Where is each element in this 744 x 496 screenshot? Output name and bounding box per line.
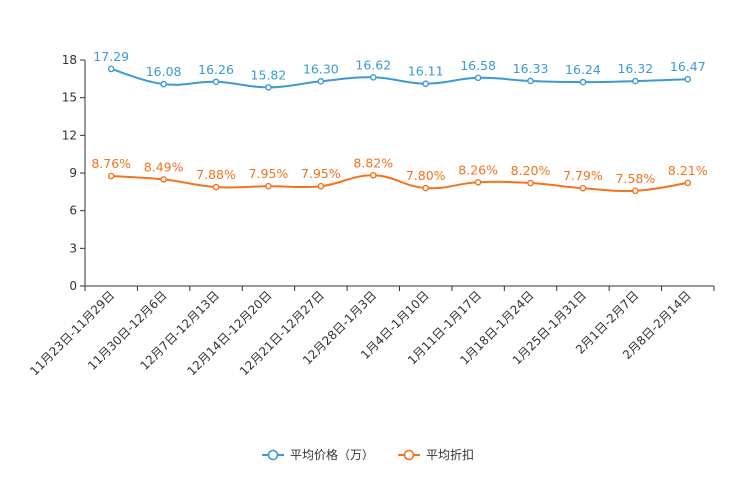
data-label: 7.88% bbox=[196, 167, 236, 182]
data-label: 7.95% bbox=[249, 166, 289, 181]
data-label: 8.20% bbox=[511, 163, 551, 178]
data-label: 17.29 bbox=[93, 49, 129, 64]
data-point[interactable] bbox=[107, 172, 115, 180]
chart-legend[interactable]: 平均价格（万） 平均折扣 bbox=[262, 447, 474, 462]
data-label: 16.11 bbox=[408, 64, 444, 79]
data-point[interactable] bbox=[265, 84, 272, 91]
data-point[interactable] bbox=[579, 78, 587, 86]
y-tick-label: 12 bbox=[62, 128, 77, 142]
y-tick-label: 0 bbox=[69, 279, 77, 293]
data-point[interactable] bbox=[369, 171, 377, 179]
data-point[interactable] bbox=[474, 178, 482, 186]
x-tick-label: 11月23日-11月29日 bbox=[27, 288, 117, 378]
data-label: 16.30 bbox=[303, 61, 339, 76]
series-average-price: 17.29 16.08 16.26 15.82 16.30 16.62 16.11 16.58… bbox=[93, 49, 706, 91]
legend-label: 平均价格（万） bbox=[290, 447, 374, 462]
data-point[interactable] bbox=[527, 179, 534, 187]
data-label: 16.58 bbox=[460, 58, 496, 73]
data-point[interactable] bbox=[579, 184, 587, 192]
data-point[interactable] bbox=[527, 77, 534, 85]
data-point[interactable] bbox=[212, 78, 220, 86]
data-point[interactable] bbox=[684, 179, 692, 187]
x-axis-ticks: 11月23日-11月29日11月30日-12月6日12月7日-12月13日12月… bbox=[27, 288, 694, 378]
legend-item-average-price[interactable]: 平均价格（万） bbox=[262, 447, 374, 462]
data-label: 16.08 bbox=[146, 64, 182, 79]
data-label: 15.82 bbox=[251, 67, 287, 82]
data-point[interactable] bbox=[160, 176, 167, 183]
series-line bbox=[111, 174, 688, 193]
data-label: 7.79% bbox=[563, 168, 603, 183]
data-label: 16.32 bbox=[617, 61, 653, 76]
y-tick-label: 18 bbox=[62, 53, 77, 67]
legend-item-average-discount[interactable]: 平均折扣 bbox=[398, 447, 474, 462]
data-label: 7.58% bbox=[616, 171, 656, 186]
data-label: 16.47 bbox=[670, 59, 706, 74]
data-point[interactable] bbox=[422, 184, 430, 192]
y-tick-label: 15 bbox=[62, 91, 77, 105]
data-label: 16.33 bbox=[513, 61, 549, 76]
data-label: 7.95% bbox=[301, 166, 341, 181]
data-label: 8.49% bbox=[144, 159, 184, 174]
data-point[interactable] bbox=[422, 80, 430, 88]
series-lines: 17.29 16.08 16.26 15.82 16.30 16.62 16.11 16.58… bbox=[91, 49, 708, 195]
data-label: 7.80% bbox=[406, 168, 446, 183]
data-label: 16.26 bbox=[198, 62, 234, 77]
data-label: 8.26% bbox=[458, 162, 498, 177]
data-point[interactable] bbox=[160, 80, 167, 88]
data-point[interactable] bbox=[265, 182, 272, 190]
data-point[interactable] bbox=[632, 77, 639, 85]
y-tick-label: 6 bbox=[69, 204, 77, 218]
data-point[interactable] bbox=[212, 183, 220, 191]
series-average-discount: 8.76% 8.49% 7.88% 7.95% 7.95% 8.82% 7.80% 8.26%… bbox=[91, 155, 708, 195]
data-label: 8.76% bbox=[91, 156, 131, 171]
data-point[interactable] bbox=[474, 74, 482, 82]
legend-label: 平均折扣 bbox=[426, 447, 474, 462]
legend-marker-icon bbox=[403, 449, 415, 461]
y-tick-label: 9 bbox=[69, 166, 77, 180]
data-point[interactable] bbox=[369, 74, 377, 81]
data-label: 8.21% bbox=[668, 163, 708, 178]
data-label: 16.62 bbox=[355, 57, 391, 72]
chart-axes: 0 3 6 9 12 15 18 bbox=[62, 53, 715, 293]
series-line bbox=[110, 67, 688, 89]
y-tick-label: 3 bbox=[69, 241, 77, 255]
data-point[interactable] bbox=[317, 182, 325, 190]
data-label: 8.82% bbox=[353, 155, 393, 170]
data-point[interactable] bbox=[317, 78, 325, 85]
legend-marker-icon bbox=[267, 449, 279, 461]
data-point[interactable] bbox=[632, 187, 639, 195]
data-point[interactable] bbox=[107, 65, 115, 73]
data-label: 16.24 bbox=[565, 62, 601, 77]
data-point[interactable] bbox=[684, 75, 692, 83]
